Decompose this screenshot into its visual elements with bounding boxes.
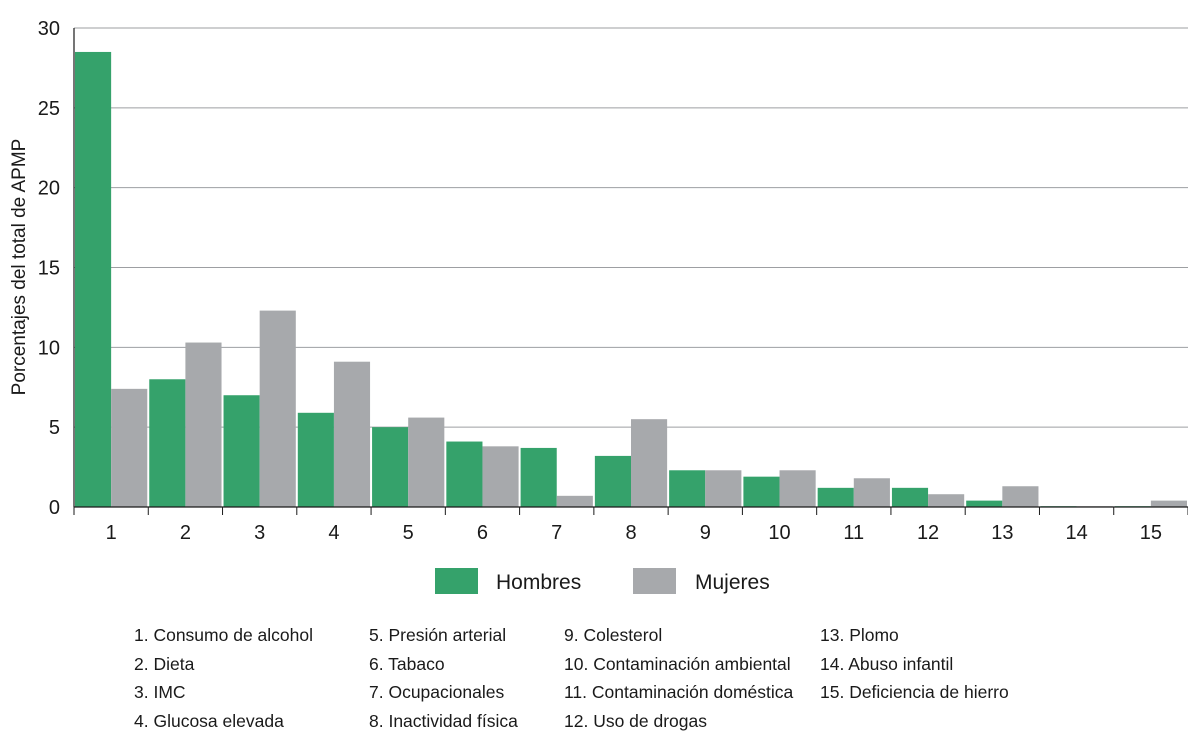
y-tick-label: 0 — [49, 497, 60, 519]
y-tick-label: 5 — [49, 417, 60, 439]
bar-hombres-12 — [891, 487, 929, 507]
legend: Hombres Mujeres — [435, 568, 770, 594]
x-tick-label: 4 — [328, 522, 339, 544]
note-item: 12. Uso de drogas — [564, 710, 708, 731]
bar-mujeres-10 — [779, 470, 816, 507]
notes-column-2: 5. Presión arterial 6. Tabaco 7. Ocupaci… — [369, 621, 518, 735]
bar-hombres-2 — [149, 379, 186, 507]
legend-swatch-mujeres — [633, 568, 676, 594]
bar-mujeres-9 — [705, 470, 742, 507]
x-tick-label: 5 — [403, 522, 414, 544]
bar-mujeres-13 — [1002, 486, 1039, 507]
bars — [75, 51, 1187, 507]
bar-mujeres-8 — [631, 419, 668, 507]
bar-hombres-3 — [223, 395, 260, 507]
x-tick-label: 13 — [991, 522, 1013, 544]
bar-mujeres-1 — [111, 388, 148, 507]
axes — [73, 28, 1188, 515]
bar-mujeres-2 — [185, 342, 222, 507]
bar-mujeres-15 — [1150, 500, 1187, 507]
y-tick-label: 20 — [38, 178, 60, 200]
note-item: 11. Contaminación doméstica — [564, 682, 794, 702]
note-item: 15. Deficiencia de hierro — [820, 682, 1009, 702]
x-tick-label: 9 — [700, 522, 711, 544]
bar-hombres-6 — [446, 441, 483, 507]
note-item: 10. Contaminación ambiental — [564, 653, 791, 674]
x-tick-label: 11 — [843, 522, 864, 544]
note-item: 14. Abuso infantil — [820, 653, 954, 674]
legend-label-hombres: Hombres — [496, 571, 581, 594]
x-tick-label: 12 — [917, 522, 939, 544]
note-item: 9. Colesterol — [564, 625, 663, 645]
bar-mujeres-5 — [408, 417, 445, 507]
note-item: 7. Ocupacionales — [369, 682, 505, 702]
bar-hombres-8 — [594, 455, 631, 507]
y-axis-title: Porcentajes del total de APMP — [9, 139, 30, 396]
bar-mujeres-4 — [333, 361, 371, 507]
x-tick-label: 14 — [1065, 522, 1087, 544]
x-tick-label: 2 — [180, 522, 191, 544]
y-tick-label: 30 — [38, 18, 60, 40]
bar-hombres-10 — [743, 476, 780, 507]
notes-column-1: 1. Consumo de alcohol 2. Dieta 3. IMC 4.… — [134, 621, 313, 735]
bar-mujeres-6 — [482, 446, 519, 507]
bar-hombres-4 — [297, 412, 334, 507]
note-item: 3. IMC — [134, 682, 186, 702]
note-item: 5. Presión arterial — [369, 625, 507, 645]
note-item: 13. Plomo — [820, 625, 899, 645]
bar-mujeres-11 — [853, 478, 890, 507]
x-tick-label: 7 — [551, 522, 562, 544]
bar-hombres-13 — [966, 500, 1003, 507]
note-item: 1. Consumo de alcohol — [134, 625, 313, 645]
category-notes: 1. Consumo de alcohol 2. Dieta 3. IMC 4.… — [134, 621, 1174, 739]
legend-swatch-hombres — [435, 568, 478, 594]
x-tick-label: 1 — [106, 522, 117, 544]
x-tick-label: 6 — [477, 522, 488, 544]
bar-hombres-5 — [372, 427, 409, 507]
y-tick-label: 25 — [38, 98, 60, 120]
gridlines — [74, 27, 1188, 428]
y-tick-labels: 0 5 10 15 20 25 30 — [38, 18, 60, 519]
note-item: 8. Inactividad física — [369, 710, 518, 731]
bar-mujeres-3 — [259, 310, 296, 507]
bar-mujeres-7 — [556, 495, 593, 507]
note-item: 2. Dieta — [134, 653, 195, 674]
y-tick-label: 15 — [38, 258, 60, 280]
x-tick-labels: 1 2 3 4 5 6 7 8 9 10 11 12 13 14 15 — [106, 522, 1162, 544]
notes-column-3: 9. Colesterol 10. Contaminación ambienta… — [564, 621, 793, 735]
note-item: 4. Glucosa elevada — [134, 710, 284, 731]
notes-column-4: 13. Plomo 14. Abuso infantil 15. Deficie… — [820, 621, 1009, 707]
bar-hombres-9 — [669, 470, 706, 507]
bar-hombres-1 — [75, 51, 112, 507]
note-item: 6. Tabaco — [369, 653, 445, 674]
y-tick-label: 10 — [38, 337, 60, 359]
bar-hombres-11 — [817, 487, 854, 507]
x-tick-label: 3 — [254, 522, 265, 544]
x-tick-label: 8 — [625, 522, 636, 544]
x-tick-label: 15 — [1140, 522, 1162, 544]
bar-mujeres-12 — [928, 494, 965, 507]
x-tick-label: 10 — [768, 522, 790, 544]
legend-label-mujeres: Mujeres — [695, 571, 770, 594]
bar-hombres-7 — [520, 447, 557, 507]
